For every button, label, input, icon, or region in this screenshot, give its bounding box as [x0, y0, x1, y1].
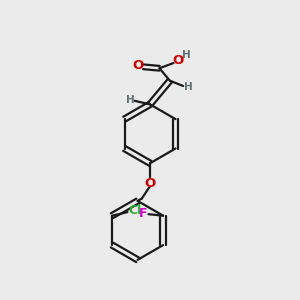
Text: H: H [184, 82, 193, 92]
Text: H: H [182, 50, 190, 60]
Text: O: O [172, 53, 183, 67]
Text: F: F [139, 207, 147, 220]
Text: Cl: Cl [128, 204, 141, 217]
Text: O: O [132, 59, 144, 72]
Text: O: O [145, 177, 156, 190]
Text: H: H [126, 95, 135, 105]
